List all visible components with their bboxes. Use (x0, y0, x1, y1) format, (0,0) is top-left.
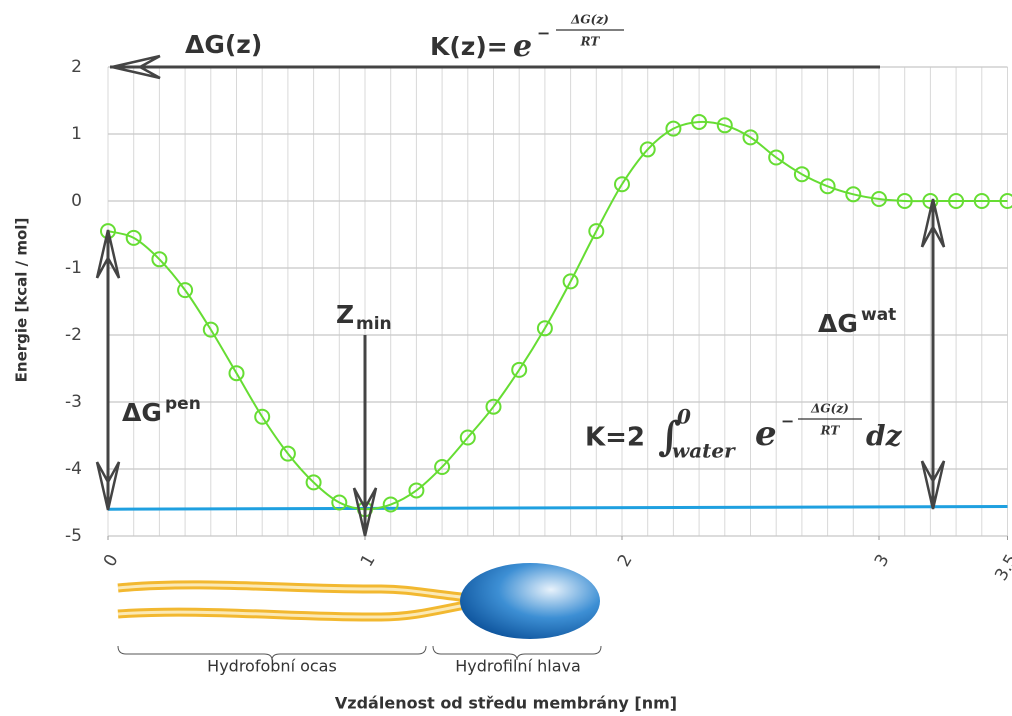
x-tick-label: 0 (100, 551, 123, 570)
brace (432, 645, 602, 661)
y-tick-label: 1 (71, 124, 82, 144)
y-tick-label: -3 (65, 392, 82, 412)
y-tick-label: -5 (65, 526, 82, 546)
k-integral: water (672, 439, 736, 463)
tail (117, 602, 471, 619)
tail-label: Hydrofobní ocas (207, 657, 337, 676)
arrow-head (352, 487, 378, 537)
point (151, 251, 168, 268)
z-min: Z (336, 300, 354, 329)
point (434, 458, 451, 475)
y-tick-label: 0 (71, 191, 82, 211)
k-integral: ΔG(z) (810, 402, 849, 416)
brace (117, 645, 427, 661)
tail (117, 583, 471, 600)
point (819, 178, 836, 195)
point (305, 474, 322, 491)
point (125, 229, 142, 246)
point (331, 494, 348, 511)
lipid: Hydrofobní ocas Hydrofilní hlava (117, 563, 602, 676)
point (768, 149, 785, 166)
delta-g-wat: wat (861, 305, 896, 325)
point (639, 141, 656, 158)
k-formula: RT (580, 35, 601, 49)
grid: -5 -4 -3 -2 -1 0 1 2 0 1 2 3 3.5 (65, 57, 1012, 584)
point (177, 282, 194, 299)
series-line (107, 120, 1008, 511)
point (999, 193, 1012, 209)
k-formula: K(z)= (430, 32, 508, 61)
k-integral: 0 (677, 405, 691, 429)
point (536, 320, 553, 337)
z-min: min (356, 314, 392, 334)
delta-g-pen: pen (165, 394, 201, 414)
point (845, 186, 862, 203)
y-axis-label: Energie [kcal / mol] (13, 218, 31, 383)
point (511, 361, 528, 378)
k-formula: e (513, 29, 532, 64)
point (896, 193, 913, 209)
point (871, 190, 887, 207)
head (460, 563, 600, 639)
point (228, 365, 245, 382)
marks (100, 113, 1012, 518)
x-tick-label: 2 (614, 551, 637, 570)
k-integral: dz (866, 420, 903, 453)
point (973, 193, 990, 209)
point (614, 176, 630, 193)
y-tick-label: -4 (65, 459, 82, 479)
k-integral: ∫ (658, 413, 681, 460)
k-integral: − (781, 412, 794, 431)
arrow-head (920, 460, 946, 510)
point (279, 445, 296, 462)
point (948, 193, 965, 209)
arrow-head (111, 54, 161, 80)
arrow-head (95, 229, 121, 279)
k-formula: − (537, 24, 550, 43)
point (459, 429, 476, 446)
x-tick-label: 1 (357, 551, 380, 570)
point (202, 321, 219, 338)
x-tick-label: 3.5 (991, 551, 1012, 584)
k-integral: K=2 (585, 423, 645, 453)
arrow-head (920, 198, 946, 248)
x-tick-label: 3 (871, 551, 894, 570)
arrow-head (95, 461, 121, 511)
delta-g-label: ΔG(z) (185, 30, 262, 59)
point (382, 496, 399, 513)
point (665, 120, 682, 137)
point (742, 129, 759, 146)
point (485, 398, 502, 415)
point (793, 166, 810, 183)
annotations: ΔG(z) K(z)= e − ΔG(z) RT Z min ΔG pen ΔG… (95, 13, 946, 537)
reference-line (107, 505, 1008, 511)
delta-g-pen: ΔG (122, 398, 162, 427)
y-tick-label: 2 (71, 57, 82, 77)
k-formula: ΔG(z) (570, 13, 609, 27)
y-tick-label: -1 (65, 258, 82, 278)
head-label: Hydrofilní hlava (455, 657, 581, 676)
y-tick-label: -2 (65, 325, 82, 345)
point (716, 117, 733, 134)
k-integral: e (755, 414, 777, 454)
point (691, 113, 708, 130)
point (254, 408, 271, 425)
x-axis-label: Vzdálenost od středu membrány [nm] (335, 694, 677, 713)
point (408, 482, 425, 499)
k-integral: RT (820, 424, 841, 438)
delta-g-wat: ΔG (818, 309, 858, 338)
point (562, 273, 579, 290)
point (588, 223, 605, 240)
